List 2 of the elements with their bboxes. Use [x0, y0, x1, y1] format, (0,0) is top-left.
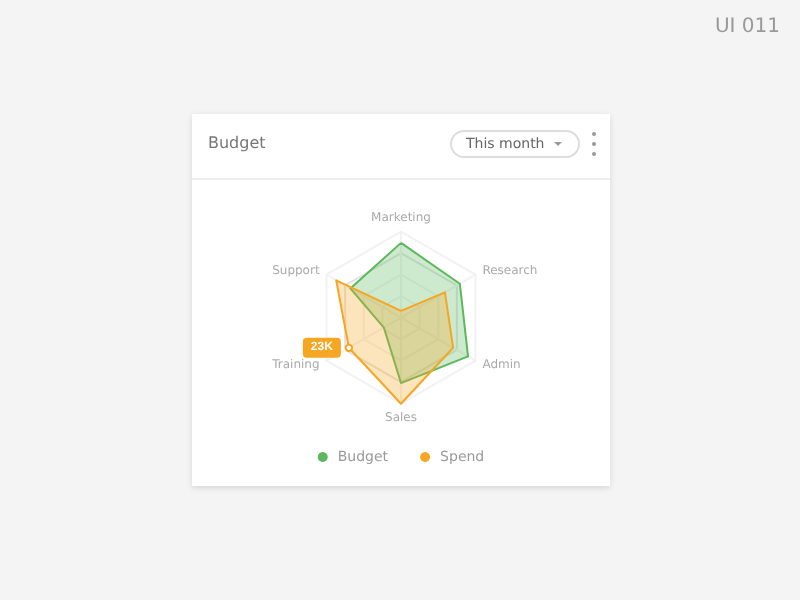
text: UI 011	[714, 16, 780, 38]
chart-title: Budget	[208, 134, 266, 152]
